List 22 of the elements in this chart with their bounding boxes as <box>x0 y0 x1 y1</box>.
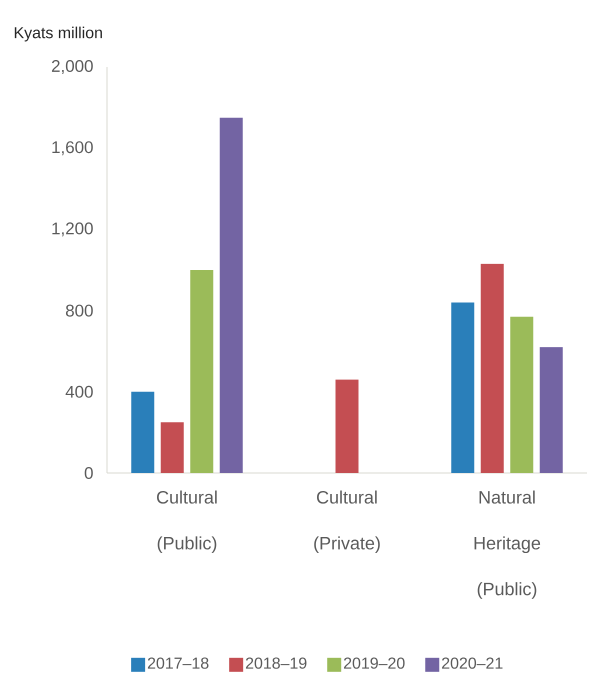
bar <box>451 302 474 473</box>
category-label: Cultural (Public) <box>157 490 217 554</box>
bar <box>131 392 154 473</box>
y-tick-label: 0 <box>84 467 93 479</box>
legend-label: 2018–19 <box>246 658 306 669</box>
legend-label: 2017–18 <box>148 658 208 669</box>
category-label: Natural Heritage (Public) <box>474 490 540 599</box>
y-tick-label: 1,200 <box>52 222 93 236</box>
bar <box>190 270 214 473</box>
y-tick-label: 1,600 <box>52 141 93 156</box>
bar <box>510 316 534 473</box>
y-tick-label: 800 <box>66 304 93 317</box>
bar <box>480 264 504 473</box>
legend-label: 2020–21 <box>442 658 502 669</box>
category-label: Cultural (Private) <box>314 490 380 554</box>
bar <box>220 118 243 473</box>
y-tick-label: 2,000 <box>52 60 93 74</box>
y-axis-title: Kyats million <box>14 26 102 42</box>
bar <box>160 422 184 473</box>
legend-label: 2019–20 <box>344 658 405 669</box>
y-tick-label: 400 <box>66 386 93 398</box>
bar <box>540 347 563 473</box>
